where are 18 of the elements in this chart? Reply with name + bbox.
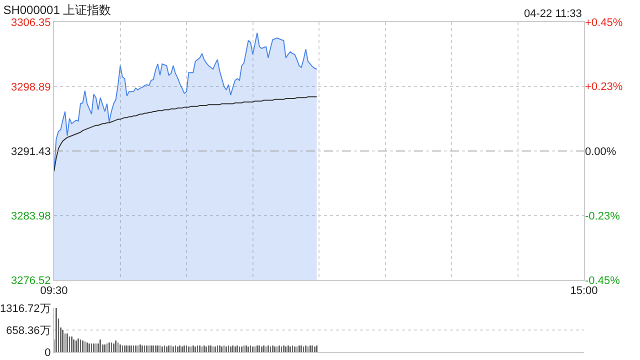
y2-tick-label: -0.45%: [585, 274, 620, 287]
x-tick-label: 15:00: [570, 285, 598, 298]
text: 04-22 11:33: [524, 8, 582, 20]
y-tick-label: 658.36万: [6, 324, 51, 337]
y-tick-label: 3276.52: [11, 274, 51, 287]
y2-tick-label: +0.45%: [585, 16, 623, 29]
y-tick-label: 1316.72万: [0, 302, 51, 315]
y2-tick-label: 0.00%: [585, 146, 616, 158]
y-tick-label: 0: [44, 346, 51, 359]
y-tick-label: 3283.98: [11, 210, 51, 222]
y-tick-label: 3306.35: [11, 16, 51, 29]
y2-tick-label: -0.23%: [585, 210, 620, 222]
x-tick-label: 09:30: [40, 285, 68, 298]
y-tick-label: 3298.89: [11, 81, 51, 94]
line-series: [54, 96, 318, 172]
chart-title: SH000001 上证指数: [3, 3, 112, 18]
y2-tick-label: +0.23%: [585, 81, 623, 94]
y-tick-label: 3291.43: [11, 146, 51, 158]
